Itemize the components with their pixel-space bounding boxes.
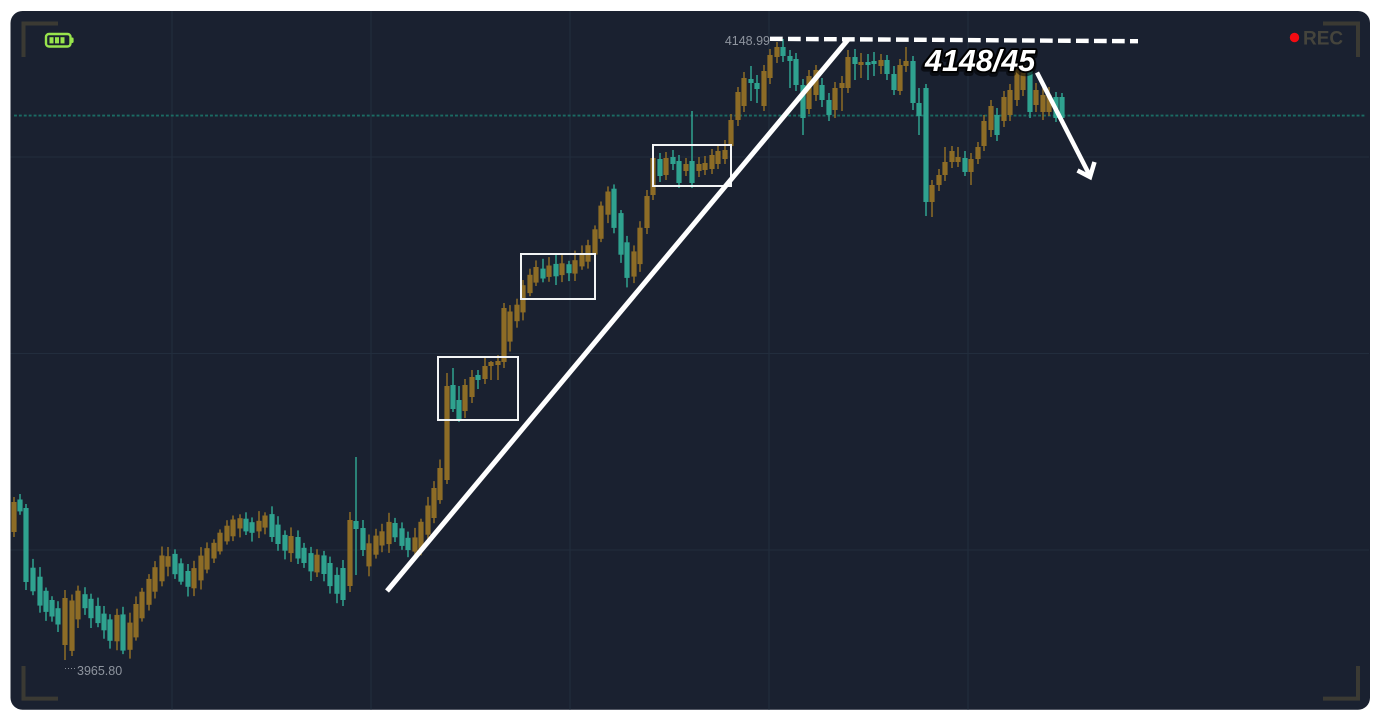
svg-text:4148/45: 4148/45 (924, 44, 1036, 78)
svg-text:····: ···· (64, 663, 76, 673)
svg-text:4148/45: 4148/45 (924, 46, 1036, 80)
svg-text:REC: REC (1303, 29, 1343, 50)
svg-text:4148.99: 4148.99 (725, 34, 770, 48)
svg-text:3965.80: 3965.80 (77, 664, 122, 678)
